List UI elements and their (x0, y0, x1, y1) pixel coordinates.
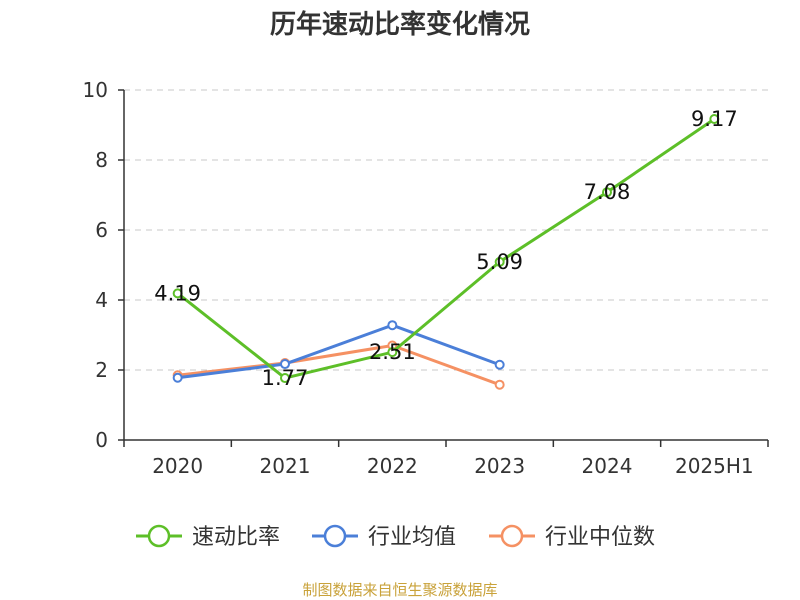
data-point (280, 359, 290, 370)
data-label: 5.09 (476, 250, 523, 274)
x-tick-label: 2023 (474, 454, 525, 478)
series-line (176, 117, 716, 380)
grid-lines (124, 89, 768, 371)
legend-label: 行业均值 (368, 525, 456, 550)
x-tick-label: 2020 (152, 454, 203, 478)
legend-label: 速动比率 (192, 525, 280, 550)
x-tick-label: 2024 (582, 454, 633, 478)
data-point (494, 256, 505, 267)
x-tick-label: 2022 (367, 454, 418, 478)
series-line (177, 323, 501, 380)
y-tick-label: 10 (83, 78, 108, 102)
series-layer (172, 114, 720, 390)
footer-source: 制图数据来自恒生聚源数据库 (302, 581, 497, 599)
y-tick-label: 4 (95, 288, 108, 312)
data-point (387, 320, 398, 331)
data-point (280, 373, 290, 384)
data-label: 7.08 (584, 180, 631, 204)
data-labels: 4.19 1.77 2.51 5.09 7.08 9.17 (154, 107, 737, 390)
chart-title: 历年速动比率变化情况 (270, 9, 530, 40)
data-point (709, 114, 720, 125)
y-tick-label: 8 (95, 148, 108, 172)
series-line (177, 344, 501, 387)
legend-marker (147, 524, 171, 548)
y-tick-label: 6 (95, 218, 108, 242)
y-tick-label: 0 (95, 428, 108, 452)
legend-marker (500, 524, 524, 548)
data-label: 1.77 (262, 366, 309, 390)
data-point (172, 372, 183, 383)
legend-marker (323, 524, 347, 548)
data-label: 9.17 (691, 107, 738, 131)
x-tick-label: 2021 (260, 454, 311, 478)
data-point (602, 187, 612, 198)
x-tick-label: 2025H1 (675, 454, 754, 478)
y-tick-label: 2 (95, 358, 108, 382)
data-point (494, 379, 505, 390)
data-point (387, 347, 398, 358)
data-point (494, 359, 505, 370)
axes: 0 2 4 6 8 10 2020 2021 2022 2023 2024 2025H1 (83, 78, 769, 478)
legend: 速动比率 行业均值 行业中位数 (136, 524, 655, 550)
data-label: 4.19 (154, 281, 201, 305)
legend-label: 行业中位数 (545, 525, 655, 550)
data-point (172, 288, 183, 299)
data-label: 2.51 (369, 340, 416, 364)
